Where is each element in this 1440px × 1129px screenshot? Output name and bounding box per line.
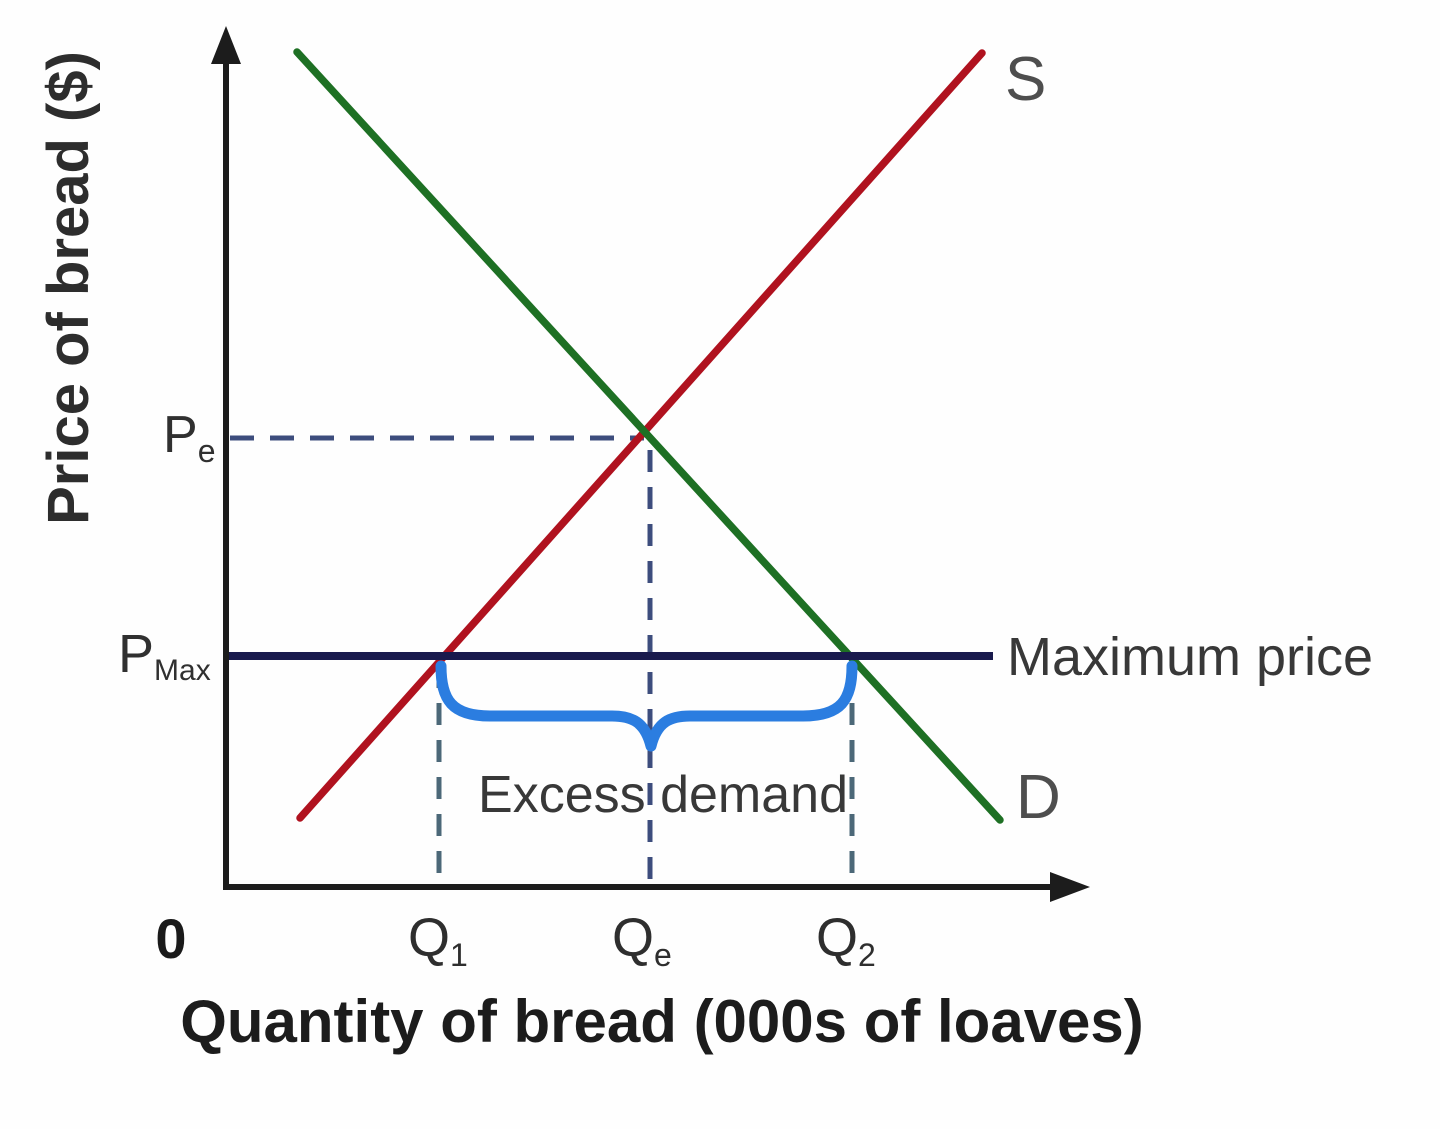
origin-tick-label: 0 — [155, 907, 186, 970]
pe-tick-label: Pe — [163, 406, 215, 469]
supply-curve-label: S — [1005, 45, 1046, 114]
supply-curve — [296, 49, 986, 822]
q1-tick-label: Q1 — [408, 908, 468, 973]
excess-demand-brace — [435, 660, 858, 752]
q2-tick-subscript: 2 — [858, 937, 876, 973]
pe-tick-subscript: e — [198, 433, 216, 469]
demand-curve — [293, 48, 1004, 824]
x-axis-arrowhead-icon — [1050, 872, 1090, 902]
qe-tick-subscript: e — [654, 937, 672, 973]
q1-tick-subscript: 1 — [450, 937, 468, 973]
pmax-tick-main: P — [118, 624, 154, 684]
price-ceiling-label: Maximum price — [1007, 627, 1373, 687]
pmax-tick-subscript: Max — [154, 654, 211, 687]
pmax-tick-label: PMax — [118, 624, 211, 687]
y-axis-arrowhead-icon — [211, 26, 241, 64]
qe-tick-main: Q — [612, 908, 654, 968]
q1-tick-main: Q — [408, 908, 450, 968]
x-axis-title: Quantity of bread (000s of loaves) — [180, 988, 1144, 1055]
q2-tick-main: Q — [816, 908, 858, 968]
q2-tick-label: Q2 — [816, 908, 876, 973]
excess-demand-label: Excess demand — [478, 766, 848, 824]
demand-curve-label: D — [1016, 763, 1061, 832]
y-axis-title: Price of bread ($) — [36, 51, 101, 525]
pe-tick-main: P — [163, 406, 198, 464]
qe-tick-label: Qe — [612, 908, 672, 973]
